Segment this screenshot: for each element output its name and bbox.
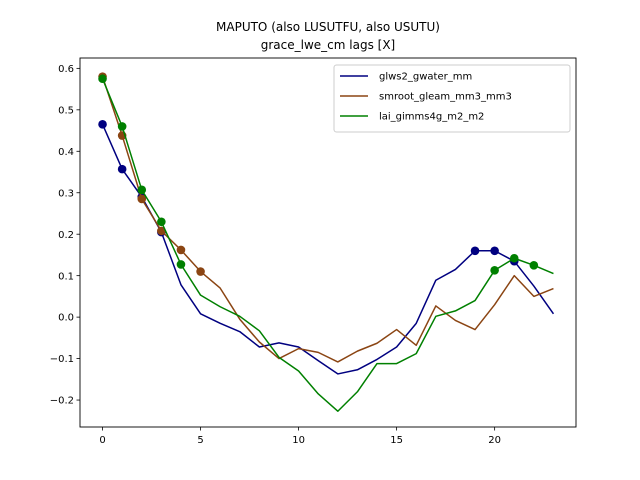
chart-subtitle: grace_lwe_cm lags [X] xyxy=(261,38,395,52)
y-tick-label: 0.5 xyxy=(58,105,74,116)
series-line-smroot_gleam_mm3_mm3 xyxy=(101,76,554,363)
y-tick-label: −0.1 xyxy=(50,354,74,365)
data-point-lai_gimms4g_m2_m2-20 xyxy=(490,265,499,275)
data-point-lai_gimms4g_m2_m2-1 xyxy=(117,122,127,131)
y-tick-label: 0.2 xyxy=(58,230,74,241)
data-point-glws2_gwater_mm-1 xyxy=(117,164,127,174)
legend-label-lai_gimms4g_m2_m2: lai_gimms4g_m2_m2 xyxy=(379,112,484,123)
y-tick-label: 0.6 xyxy=(58,64,74,75)
x-tick-label: 10 xyxy=(292,435,305,446)
data-point-lai_gimms4g_m2_m2-3 xyxy=(157,217,166,227)
data-point-smroot_gleam_mm3_mm3-3 xyxy=(157,226,166,236)
y-tick-label: 0.0 xyxy=(58,313,74,324)
y-tick-label: 0.1 xyxy=(58,271,74,282)
data-point-lai_gimms4g_m2_m2-4 xyxy=(176,260,186,269)
data-point-smroot_gleam_mm3_mm3-5 xyxy=(196,267,205,276)
series-line-lai_gimms4g_m2_m2 xyxy=(101,78,554,412)
data-point-glws2_gwater_mm-20 xyxy=(490,246,499,256)
x-tick-label: 15 xyxy=(390,435,403,446)
legend-label-smroot_gleam_mm3_mm3: smroot_gleam_mm3_mm3 xyxy=(379,92,512,103)
plot-frame xyxy=(79,57,577,428)
data-point-lai_gimms4g_m2_m2-22 xyxy=(529,261,539,270)
chart-title: MAPUTO (also LUSUTFU, also USUTU) xyxy=(216,20,440,34)
y-tick-label: −0.2 xyxy=(50,396,74,407)
data-point-smroot_gleam_mm3_mm3-2 xyxy=(137,194,147,204)
data-point-lai_gimms4g_m2_m2-0 xyxy=(98,74,107,84)
y-tick-label: 0.4 xyxy=(58,147,74,158)
legend: glws2_gwater_mm smroot_gleam_mm3_mm3 lai_g… xyxy=(333,64,571,133)
legend-box xyxy=(333,64,571,133)
x-tick-label: 0 xyxy=(99,435,105,446)
legend-label-glws2_gwater_mm: glws2_gwater_mm xyxy=(379,72,472,83)
x-tick-label: 5 xyxy=(197,435,203,446)
data-point-glws2_gwater_mm-0 xyxy=(98,120,107,129)
series-line-glws2_gwater_mm xyxy=(101,124,555,375)
y-tick-label: 0.3 xyxy=(58,188,74,199)
data-point-lai_gimms4g_m2_m2-21 xyxy=(509,253,519,263)
data-point-lai_gimms4g_m2_m2-2 xyxy=(137,185,147,195)
x-tick-label: 20 xyxy=(488,435,501,446)
data-point-glws2_gwater_mm-19 xyxy=(470,246,480,256)
data-point-smroot_gleam_mm3_mm3-4 xyxy=(176,245,186,255)
